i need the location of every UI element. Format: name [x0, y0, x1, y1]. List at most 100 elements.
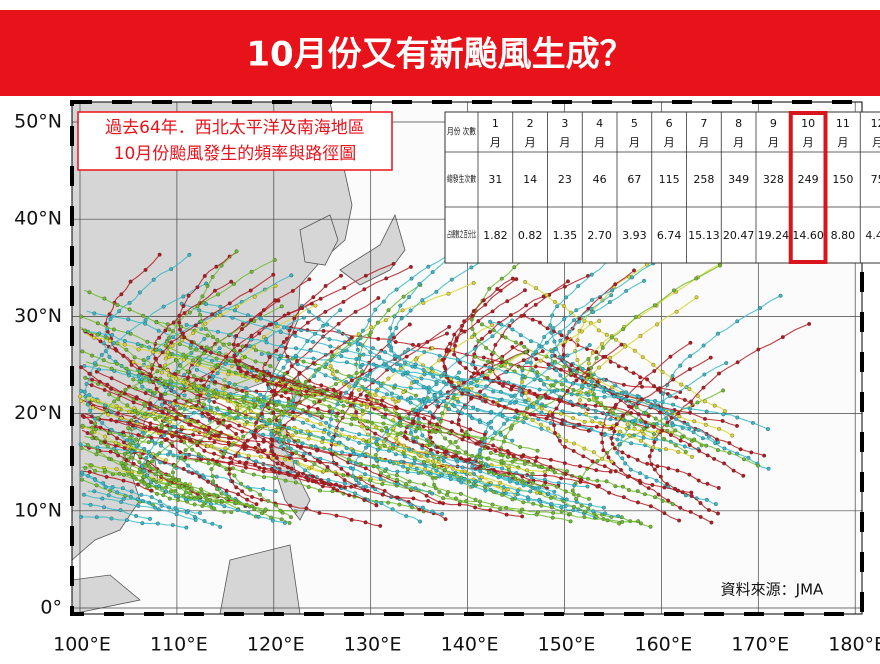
- track-point: [122, 391, 127, 396]
- track-point: [531, 412, 536, 417]
- track-point: [155, 369, 160, 374]
- track-point: [638, 471, 643, 476]
- track-point: [537, 387, 542, 392]
- track-point: [92, 311, 97, 316]
- track-point: [123, 461, 128, 466]
- track-point: [240, 429, 245, 434]
- track-point: [443, 517, 448, 522]
- track-point: [412, 455, 417, 460]
- track-point: [305, 418, 310, 423]
- track-point: [544, 416, 549, 421]
- row-header: 總發生次數: [447, 173, 476, 185]
- track-point: [246, 453, 251, 458]
- track-point: [379, 471, 384, 476]
- track-point: [480, 437, 485, 442]
- track-point: [185, 369, 190, 374]
- track-point: [131, 360, 136, 364]
- track-point: [735, 415, 740, 420]
- track-point: [206, 384, 211, 389]
- track-point: [109, 516, 114, 521]
- track-point: [293, 480, 298, 485]
- track-point: [93, 478, 98, 483]
- track-point: [510, 438, 515, 443]
- track-point: [698, 501, 703, 506]
- track-point: [510, 276, 515, 281]
- track-point: [568, 399, 573, 404]
- track-point: [351, 466, 355, 471]
- track-point: [194, 367, 199, 372]
- track-point: [620, 450, 625, 455]
- track-point: [203, 406, 208, 411]
- track-point: [346, 457, 351, 462]
- track-point: [216, 433, 221, 438]
- track-point: [621, 413, 625, 418]
- track-point: [456, 450, 461, 455]
- track-point: [415, 435, 419, 440]
- track-point: [248, 487, 253, 492]
- track-point: [345, 399, 349, 403]
- track-point: [478, 503, 483, 508]
- track-point: [674, 309, 679, 314]
- track-point: [127, 300, 132, 305]
- track-point: [362, 498, 367, 502]
- track-point: [426, 264, 431, 269]
- track-point: [193, 323, 198, 328]
- track-point: [533, 302, 538, 307]
- track-point: [142, 401, 147, 406]
- track-point: [311, 361, 316, 366]
- track-point: [652, 467, 657, 472]
- track-point: [590, 419, 595, 424]
- track-point: [515, 492, 520, 497]
- track-point: [526, 497, 531, 502]
- track-point: [559, 421, 564, 426]
- track-point: [185, 415, 190, 420]
- track-point: [549, 330, 554, 335]
- track-point: [212, 506, 216, 511]
- track-point: [315, 448, 319, 453]
- track-point: [558, 411, 563, 416]
- track-point: [408, 386, 413, 390]
- track-point: [486, 470, 491, 475]
- track-point: [136, 504, 141, 508]
- track-point: [224, 467, 229, 472]
- track-point: [79, 445, 84, 450]
- track-point: [379, 383, 383, 388]
- track-point: [377, 354, 382, 359]
- track-point: [197, 498, 202, 503]
- track-point: [727, 441, 732, 445]
- track-point: [306, 478, 311, 483]
- track-point: [644, 475, 649, 480]
- track-point: [427, 439, 431, 444]
- track-point: [108, 317, 113, 322]
- track-point: [250, 494, 254, 499]
- track-point: [520, 514, 525, 519]
- track-point: [484, 384, 489, 389]
- track-point: [535, 373, 540, 378]
- track-point: [394, 411, 399, 416]
- track-point: [766, 466, 771, 471]
- track-point: [557, 438, 562, 443]
- track-point: [447, 430, 452, 435]
- track-point: [145, 473, 150, 478]
- track-point: [656, 492, 661, 497]
- track-point: [431, 463, 436, 468]
- track-point: [240, 469, 245, 474]
- track-point: [83, 394, 88, 399]
- track-point: [232, 353, 237, 358]
- track-point: [318, 488, 322, 493]
- track-point: [194, 347, 199, 352]
- track-point: [567, 329, 572, 334]
- track-point: [222, 509, 227, 514]
- track-point: [670, 409, 675, 414]
- track-point: [634, 405, 639, 410]
- track-point: [248, 409, 253, 414]
- track-point: [641, 426, 646, 431]
- track-point: [641, 435, 646, 440]
- percentage: 1.82: [483, 229, 508, 242]
- track-point: [407, 295, 412, 300]
- track-point: [164, 489, 169, 494]
- track-point: [253, 435, 258, 440]
- track-point: [554, 484, 559, 489]
- track-point: [206, 479, 211, 484]
- track-point: [585, 476, 590, 481]
